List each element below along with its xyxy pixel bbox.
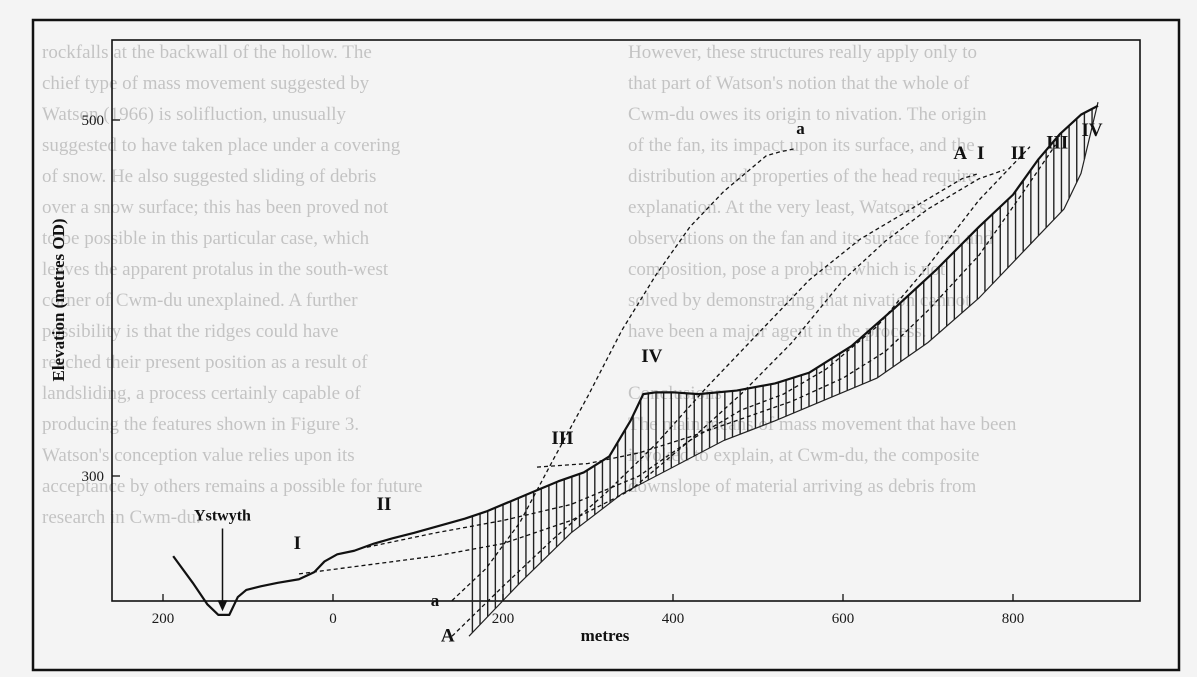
series-line-II (366, 146, 1031, 548)
annotation-label: Ystwyth (194, 508, 251, 525)
x-tick-label: 200 (492, 611, 515, 627)
series-line-A (451, 172, 980, 637)
y-tick-label: 300 (82, 469, 105, 485)
background-line: to be possible in this particular case, … (42, 228, 370, 249)
background-line: However, these structures really apply o… (628, 42, 977, 63)
outer-frame (31, 18, 1181, 672)
background-text-right: However, these structures really apply o… (628, 42, 1017, 497)
background-line: chief type of mass movement suggested by (42, 73, 370, 94)
x-axis-ticks: 200 0 200 400 600 800 (152, 594, 1025, 627)
y-axis-ticks: 300 500 (82, 113, 120, 485)
background-line: Cwm-du owes its origin to nivation. The … (628, 104, 987, 125)
annotation-arrow-head (217, 600, 228, 612)
bedrock-line (468, 102, 1099, 637)
background-line: leaves the apparent protalus in the sout… (42, 259, 389, 280)
x-tick-label: 0 (329, 611, 337, 627)
background-text-left: rockfalls at the backwall of the hollow.… (42, 42, 422, 528)
annotation-label: II (377, 494, 392, 515)
background-line: reached their present position as a resu… (42, 352, 368, 373)
background-line: solved by demonstrating that nivation ca… (628, 290, 971, 311)
annotation-label: A (953, 143, 967, 164)
x-tick-label: 800 (1002, 611, 1025, 627)
annotation-label: I (977, 143, 984, 164)
profile-series (172, 104, 1099, 637)
background-line: of snow. He also suggested sliding of de… (42, 166, 376, 187)
background-line: acceptance by others remains a possible … (42, 476, 422, 497)
background-line: corner of Cwm-du unexplained. A further (42, 290, 358, 311)
background-line: that part of Watson's notion that the wh… (628, 73, 970, 94)
annotation-label: a (431, 591, 440, 610)
background-line: Watson's conception value relies upon it… (42, 445, 355, 466)
annotation-label: a (796, 119, 805, 138)
annotation-label: II (1011, 143, 1026, 164)
background-line: composition, pose a problem which is not (628, 259, 946, 280)
background-line: invoked to explain, at Cwm-du, the compo… (628, 445, 979, 466)
background-line: distribution and properties of the head … (628, 166, 976, 187)
x-tick-label: 600 (832, 611, 855, 627)
x-tick-label: 200 (152, 611, 175, 627)
series-line-IV (172, 104, 1099, 616)
annotation-label: A (441, 626, 455, 647)
background-line: downslope of material arriving as debris… (628, 476, 976, 497)
background-line: producing the features shown in Figure 3… (42, 414, 359, 435)
background-line: rockfalls at the backwall of the hollow.… (42, 42, 372, 63)
background-line: over a snow surface; this has been prove… (42, 197, 389, 218)
series-line-a (451, 147, 797, 602)
y-tick-label: 500 (82, 113, 105, 129)
annotation-label: IV (641, 346, 662, 367)
background-line: possibility is that the ridges could hav… (42, 321, 339, 342)
annotation-label: III (551, 428, 573, 449)
background-line: have been a major agent in the process. (628, 321, 927, 342)
background-line: explanation. At the very least, Watson's (628, 197, 927, 218)
background-line: research in Cwm-du. (42, 507, 201, 528)
annotation-label: I (294, 533, 301, 554)
y-axis-label: Elevation (metres OD) (49, 218, 68, 381)
series-line-III (536, 144, 1057, 468)
plot-area (111, 39, 1141, 602)
series-line-I (298, 169, 1005, 575)
background-line: of the fan, its impact upon its surface,… (628, 135, 975, 156)
background-line: observations on the fan and its surface … (628, 228, 994, 249)
annotation-label: III (1046, 132, 1068, 153)
x-axis-label: metres (581, 626, 630, 645)
background-line: suggested to have taken place under a co… (42, 135, 401, 156)
annotation-label: IV (1081, 120, 1102, 141)
x-tick-label: 400 (662, 611, 685, 627)
background-line: landsliding, a process certainly capable… (42, 383, 361, 404)
bedrock-hatching (468, 102, 1099, 637)
